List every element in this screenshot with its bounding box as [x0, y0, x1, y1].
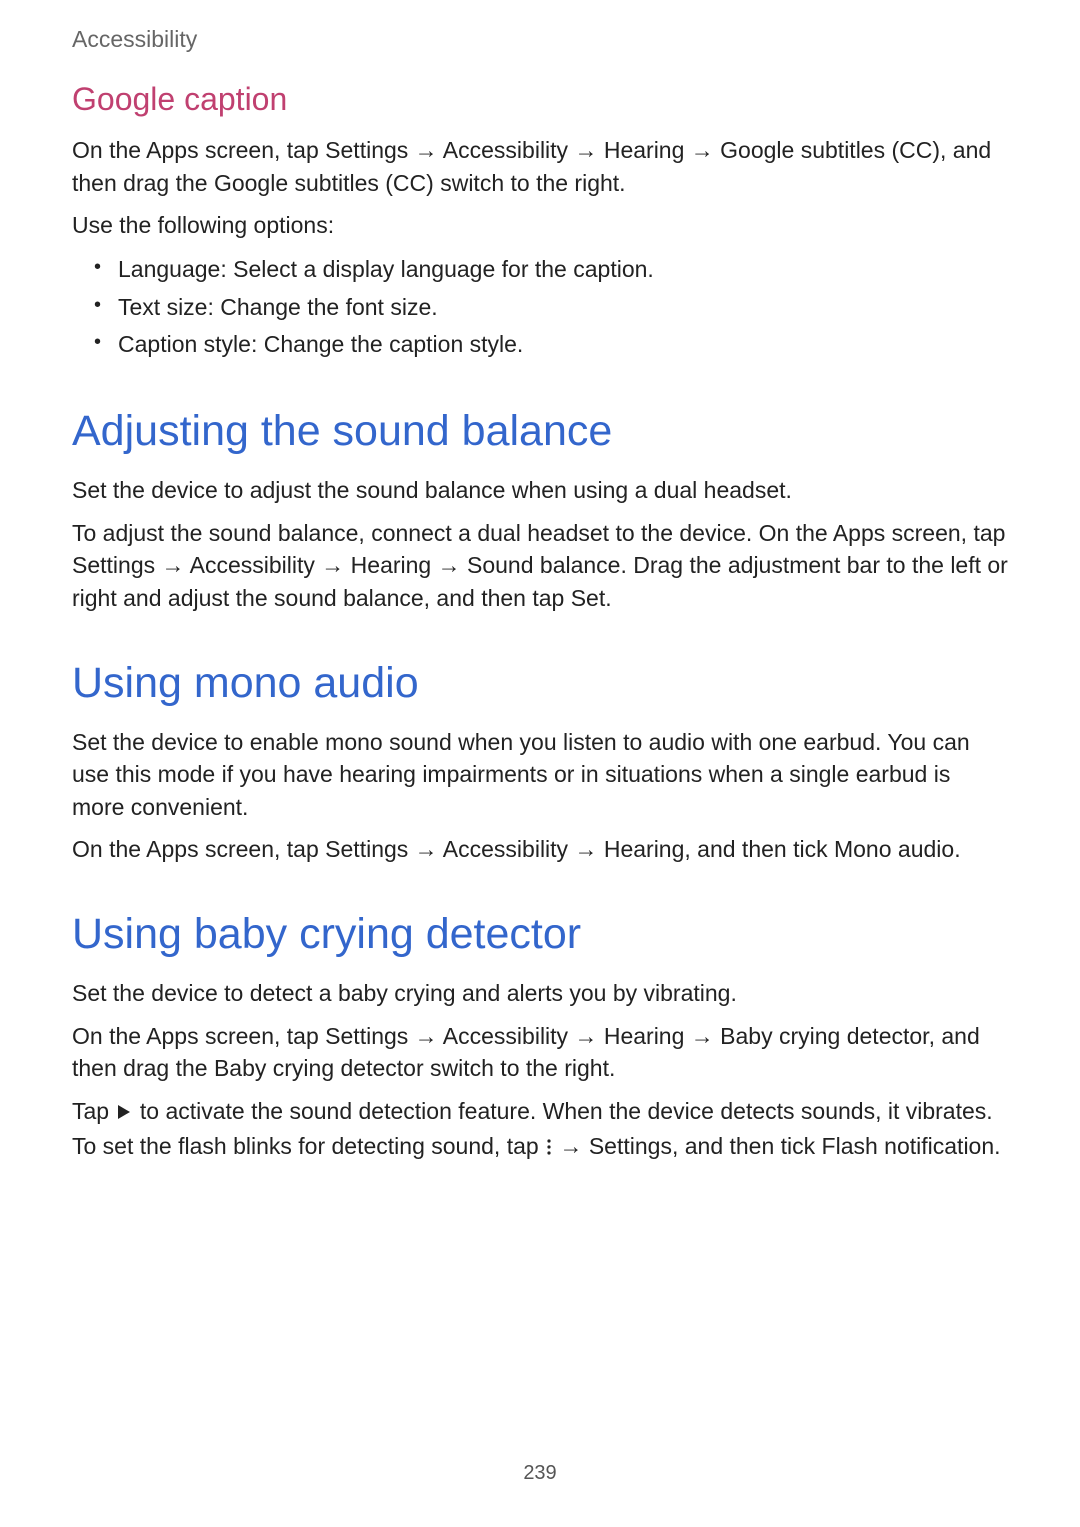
google-caption-para1: On the Apps screen, tap Settings → Acces… [72, 134, 1008, 199]
mono-audio-para2: On the Apps screen, tap Settings → Acces… [72, 833, 1008, 866]
text: On the Apps screen, tap [72, 1023, 325, 1049]
arrow-icon: → [408, 1023, 443, 1049]
bullet-text: : Change the font size. [207, 294, 437, 320]
bullet-language: Language: Select a display language for … [100, 252, 1008, 288]
page-header: Accessibility [72, 26, 1008, 53]
label-accessibility: Accessibility [443, 1023, 568, 1049]
play-icon [115, 1097, 133, 1130]
bullet-text: : Select a display language for the capt… [220, 256, 653, 282]
page-container: Accessibility Google caption On the Apps… [0, 0, 1080, 1527]
text: , and then tick [684, 836, 834, 862]
heading-mono-audio: Using mono audio [72, 659, 1008, 708]
bullet-label: Language [118, 256, 220, 282]
text: To adjust the sound balance, connect a d… [72, 520, 1005, 546]
arrow-icon: → [315, 552, 351, 578]
google-caption-para2: Use the following options: [72, 209, 1008, 242]
sound-balance-para1: Set the device to adjust the sound balan… [72, 474, 1008, 507]
bullet-caption-style: Caption style: Change the caption style. [100, 327, 1008, 363]
arrow-icon: → [408, 137, 443, 163]
label-settings: Settings [72, 552, 155, 578]
text: . [994, 1133, 1000, 1159]
text: On the Apps screen, tap [72, 836, 325, 862]
label-set: Set [571, 585, 606, 611]
label-settings: Settings [325, 137, 408, 163]
arrow-icon: → [568, 836, 604, 862]
baby-crying-para1: Set the device to detect a baby crying a… [72, 977, 1008, 1010]
section-baby-crying: Using baby crying detector Set the devic… [72, 910, 1008, 1164]
heading-google-caption: Google caption [72, 81, 1008, 118]
heading-baby-crying: Using baby crying detector [72, 910, 1008, 959]
bullet-text-size: Text size: Change the font size. [100, 290, 1008, 326]
arrow-icon: → [568, 1023, 604, 1049]
baby-crying-para3: Tap to activate the sound detection feat… [72, 1095, 1008, 1164]
bullet-label: Text size [118, 294, 207, 320]
label-hearing: Hearing [604, 137, 685, 163]
bullet-label: Caption style [118, 331, 251, 357]
text: On the Apps screen, tap [72, 137, 325, 163]
label-settings: Settings [325, 1023, 408, 1049]
section-google-caption: Google caption On the Apps screen, tap S… [72, 81, 1008, 363]
menu-icon [545, 1132, 553, 1165]
heading-sound-balance: Adjusting the sound balance [72, 407, 1008, 456]
label-accessibility: Accessibility [190, 552, 315, 578]
baby-crying-para2: On the Apps screen, tap Settings → Acces… [72, 1020, 1008, 1085]
bullet-text: : Change the caption style. [251, 331, 523, 357]
label-accessibility: Accessibility [443, 137, 568, 163]
label-baby-crying-detector-switch: Baby crying detector [214, 1055, 424, 1081]
label-baby-crying-detector: Baby crying detector [720, 1023, 928, 1049]
arrow-icon: → [684, 1023, 720, 1049]
label-settings: Settings [589, 1133, 672, 1159]
label-hearing: Hearing [604, 836, 685, 862]
section-mono-audio: Using mono audio Set the device to enabl… [72, 659, 1008, 867]
arrow-icon: → [431, 552, 467, 578]
sound-balance-para2: To adjust the sound balance, connect a d… [72, 517, 1008, 615]
label-hearing: Hearing [604, 1023, 685, 1049]
text: switch to the right. [434, 170, 626, 196]
arrow-icon: → [155, 552, 190, 578]
label-google-subtitles: Google subtitles (CC) [720, 137, 940, 163]
google-caption-bullets: Language: Select a display language for … [72, 252, 1008, 363]
arrow-icon: → [553, 1133, 589, 1159]
label-google-subtitles-switch: Google subtitles (CC) [214, 170, 434, 196]
label-accessibility: Accessibility [443, 836, 568, 862]
label-settings: Settings [325, 836, 408, 862]
text: . [605, 585, 611, 611]
mono-audio-para1: Set the device to enable mono sound when… [72, 726, 1008, 824]
section-sound-balance: Adjusting the sound balance Set the devi… [72, 407, 1008, 615]
text: , and then tick [672, 1133, 822, 1159]
text: switch to the right. [424, 1055, 616, 1081]
arrow-icon: → [684, 137, 720, 163]
label-sound-balance: Sound balance [467, 552, 620, 578]
page-number: 239 [0, 1462, 1080, 1485]
arrow-icon: → [568, 137, 604, 163]
label-mono-audio: Mono audio [834, 836, 954, 862]
arrow-icon: → [408, 836, 443, 862]
label-flash-notification: Flash notification [822, 1133, 995, 1159]
text: . [954, 836, 960, 862]
label-hearing: Hearing [351, 552, 432, 578]
text: Tap [72, 1098, 115, 1124]
